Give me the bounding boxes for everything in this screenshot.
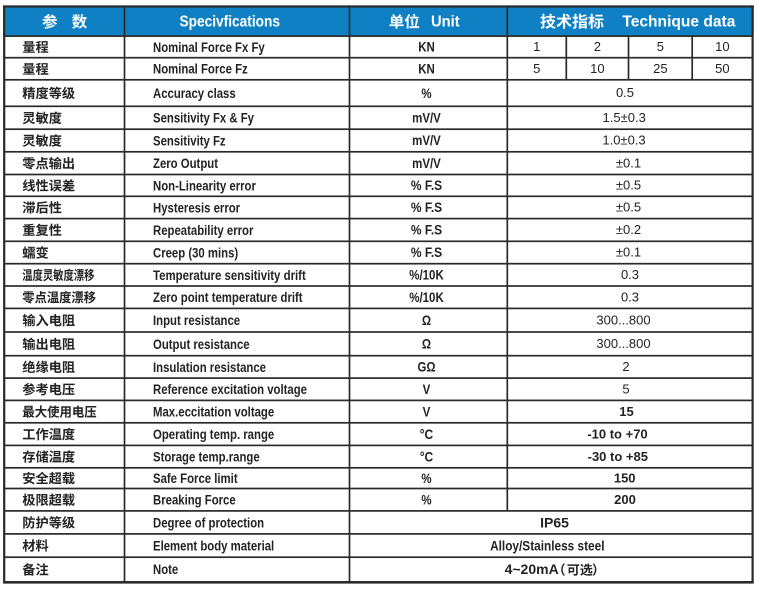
svg-text:Breaking Force: Breaking Force [153, 493, 236, 509]
svg-text:Nominal Force Fx Fy: Nominal Force Fx Fy [153, 40, 265, 56]
svg-text:Ω: Ω [422, 336, 431, 352]
svg-text:Non-Linearity error: Non-Linearity error [153, 178, 256, 194]
svg-text:25: 25 [653, 61, 667, 76]
svg-text:Technique data: Technique data [622, 13, 735, 30]
svg-text:°C: °C [420, 448, 434, 464]
svg-text:Zero point temperature drift: Zero point temperature drift [153, 290, 303, 306]
svg-text:Nominal Force Fz: Nominal Force Fz [153, 62, 248, 78]
svg-text:±0.5: ±0.5 [616, 200, 641, 215]
svg-text:Sensitivity Fx & Fy: Sensitivity Fx & Fy [153, 111, 254, 127]
svg-text:Alloy/Stainless steel: Alloy/Stainless steel [490, 537, 604, 553]
svg-text:150: 150 [614, 470, 636, 485]
svg-text:°C: °C [420, 426, 434, 442]
svg-text:5: 5 [622, 381, 629, 396]
svg-text:Output resistance: Output resistance [153, 337, 250, 353]
svg-text:Hysteresis error: Hysteresis error [153, 200, 240, 216]
svg-text:1.5±0.3: 1.5±0.3 [603, 110, 646, 125]
svg-text:GΩ: GΩ [417, 359, 435, 375]
svg-text:10: 10 [590, 61, 604, 76]
svg-text:% F.S: % F.S [411, 199, 442, 215]
svg-text:Note: Note [153, 562, 178, 578]
svg-text:0.3: 0.3 [621, 267, 639, 282]
svg-text:300...800: 300...800 [596, 312, 650, 327]
svg-text:2: 2 [594, 39, 601, 54]
svg-text:%: % [421, 470, 432, 486]
svg-text:±0.1: ±0.1 [616, 245, 641, 260]
svg-text:0.3: 0.3 [621, 289, 639, 304]
svg-text:-30 to +85: -30 to +85 [588, 449, 648, 464]
svg-text:Sensitivity Fz: Sensitivity Fz [153, 133, 226, 149]
svg-text:Reference excitation voltage: Reference excitation voltage [153, 382, 307, 398]
svg-text:15: 15 [619, 404, 633, 419]
svg-text:Degree of protection: Degree of protection [153, 515, 264, 531]
svg-text:%/10K: %/10K [409, 289, 444, 305]
svg-text:mV/V: mV/V [412, 110, 441, 126]
svg-text:300...800: 300...800 [596, 336, 650, 351]
svg-text:Ω: Ω [422, 312, 431, 328]
svg-text:±0.5: ±0.5 [616, 178, 641, 193]
svg-text:% F.S: % F.S [411, 177, 442, 193]
svg-text:% F.S: % F.S [411, 244, 442, 260]
svg-text:-10 to +70: -10 to +70 [587, 426, 647, 441]
svg-text:%/10K: %/10K [409, 267, 444, 283]
svg-text:V: V [423, 403, 431, 419]
svg-text:4~20mA: 4~20mA [505, 561, 559, 577]
svg-text:Unit: Unit [431, 13, 460, 30]
svg-text:10: 10 [715, 39, 729, 54]
svg-text:V: V [423, 381, 431, 397]
svg-text:Specivfications: Specivfications [180, 13, 281, 30]
svg-text:Zero Output: Zero Output [153, 156, 218, 172]
svg-text:Repeatability error: Repeatability error [153, 223, 254, 239]
svg-text:mV/V: mV/V [412, 132, 441, 148]
svg-text:Temperature sensitivity drift: Temperature sensitivity drift [153, 268, 306, 284]
svg-text:KN: KN [418, 39, 435, 55]
svg-text:±0.2: ±0.2 [616, 222, 641, 237]
svg-text:IP65: IP65 [540, 514, 569, 530]
svg-text:Safe Force limit: Safe Force limit [153, 471, 238, 487]
svg-text:%: % [421, 85, 432, 101]
svg-text:% F.S: % F.S [411, 222, 442, 238]
svg-text:0.5: 0.5 [616, 85, 634, 100]
svg-text:KN: KN [418, 61, 435, 77]
svg-text:Accuracy class: Accuracy class [153, 86, 236, 102]
svg-text:5: 5 [657, 39, 664, 54]
svg-text:Operating temp. range: Operating temp. range [153, 427, 274, 443]
svg-text:Storage temp.range: Storage temp.range [153, 450, 260, 466]
svg-text:1.0±0.3: 1.0±0.3 [602, 133, 645, 148]
svg-text:50: 50 [715, 61, 729, 76]
svg-text:200: 200 [614, 492, 636, 507]
svg-text:5: 5 [533, 61, 540, 76]
svg-text:1: 1 [533, 39, 540, 54]
svg-text:Input resistance: Input resistance [153, 313, 240, 329]
svg-text:2: 2 [622, 359, 629, 374]
svg-text:Element body material: Element body material [153, 538, 274, 554]
svg-text:Insulation resistance: Insulation resistance [153, 360, 266, 376]
svg-text:mV/V: mV/V [412, 155, 441, 171]
svg-text:±0.1: ±0.1 [616, 155, 641, 170]
svg-text:%: % [421, 491, 432, 507]
svg-text:Max.eccitation voltage: Max.eccitation voltage [153, 405, 274, 421]
svg-text:Creep (30 mins): Creep (30 mins) [153, 245, 238, 261]
